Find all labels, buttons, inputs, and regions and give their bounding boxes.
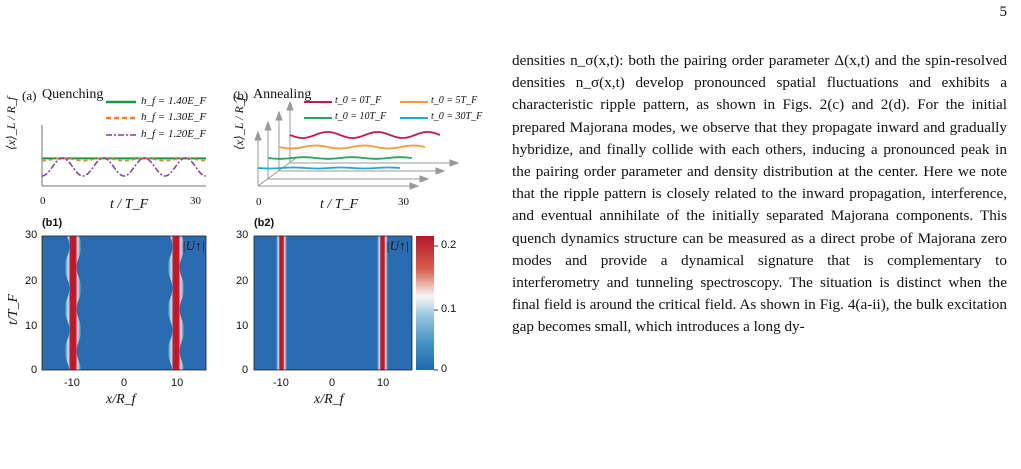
series-t0-30 bbox=[257, 166, 401, 170]
panel-b1-ylabel: t/T_F bbox=[6, 293, 21, 325]
series-t0-5 bbox=[278, 144, 426, 150]
body-text-column: densities n_σ(x,t): both the pairing ord… bbox=[512, 50, 1007, 339]
panel-a-xtick-0: 0 bbox=[40, 195, 46, 207]
panel-b-title: Annealing bbox=[253, 87, 312, 102]
b1-ytick-0: 0 bbox=[31, 364, 38, 376]
panel-b-plot bbox=[254, 100, 460, 190]
b2-ytick-20: 20 bbox=[236, 275, 249, 287]
legend-b-entry-2: t_0 = 5T_F bbox=[431, 95, 478, 106]
panel-b-xtick-0: 0 bbox=[256, 196, 262, 208]
panel-b-label: (b) bbox=[233, 88, 249, 103]
colorbar-tick-0: 0 bbox=[441, 363, 448, 375]
series-t0-10 bbox=[267, 156, 413, 160]
b2-xtick-0: 0 bbox=[329, 377, 336, 389]
b2-ytick-10: 10 bbox=[236, 320, 249, 332]
legend-b-entry-1: t_0 = 0T_F bbox=[335, 95, 382, 106]
panel-a-plot bbox=[41, 100, 207, 187]
panel-b2-label: (b2) bbox=[254, 217, 275, 229]
legend-entry-3: h_f = 1.20E_F bbox=[141, 128, 207, 140]
b2-annotation: |U↑| bbox=[386, 238, 410, 253]
series-hf-1.20 bbox=[41, 157, 207, 177]
legend-entry-2: h_f = 1.30E_F bbox=[141, 111, 207, 123]
panel-b1-label: (b1) bbox=[42, 217, 63, 229]
series-t0-0 bbox=[289, 131, 441, 139]
legend-b-entry-4: t_0 = 30T_F bbox=[431, 111, 483, 122]
panel-b2-xlabel: x/R_f bbox=[314, 392, 344, 407]
panel-b1-heatmap bbox=[41, 235, 438, 371]
colorbar-tick-0.2: 0.2 bbox=[441, 239, 457, 251]
b1-annotation: |U↑| bbox=[182, 238, 206, 253]
panel-b-xtick-30: 30 bbox=[398, 196, 409, 208]
b2-left-stripe bbox=[276, 236, 287, 370]
page-number: 5 bbox=[999, 4, 1008, 20]
panel-b1-xlabel: x/R_f bbox=[106, 392, 136, 407]
b2-ytick-30: 30 bbox=[236, 229, 249, 241]
b1-xtick-10: 10 bbox=[171, 377, 184, 389]
b2-right-stripe bbox=[377, 236, 388, 370]
b2-xtick-10: 10 bbox=[377, 377, 390, 389]
b1-left-stripe bbox=[64, 236, 82, 370]
b2-ytick-0: 0 bbox=[242, 364, 249, 376]
body-paragraph: densities n_σ(x,t): both the pairing ord… bbox=[512, 52, 1007, 336]
legend-b-entry-3: t_0 = 10T_F bbox=[335, 111, 387, 122]
panel-a-xlabel: t / T_F bbox=[110, 197, 149, 212]
b2-xtick-neg10: -10 bbox=[273, 377, 289, 389]
colorbar bbox=[416, 236, 434, 370]
b1-xtick-neg10: -10 bbox=[64, 377, 80, 389]
legend-entry-1: h_f = 1.40E_F bbox=[141, 95, 207, 107]
b1-ytick-20: 20 bbox=[25, 275, 38, 287]
panel-b-xlabel: t / T_F bbox=[320, 197, 359, 212]
panel-a-label: (a) bbox=[22, 88, 37, 103]
b1-right-stripe bbox=[167, 236, 185, 370]
b1-ytick-30: 30 bbox=[25, 229, 38, 241]
colorbar-tick-0.1: 0.1 bbox=[441, 303, 457, 315]
b1-xtick-0: 0 bbox=[121, 377, 128, 389]
panel-a-xtick-30: 30 bbox=[190, 195, 201, 207]
b1-ytick-10: 10 bbox=[25, 320, 38, 332]
panel-a-title: Quenching bbox=[42, 87, 104, 102]
